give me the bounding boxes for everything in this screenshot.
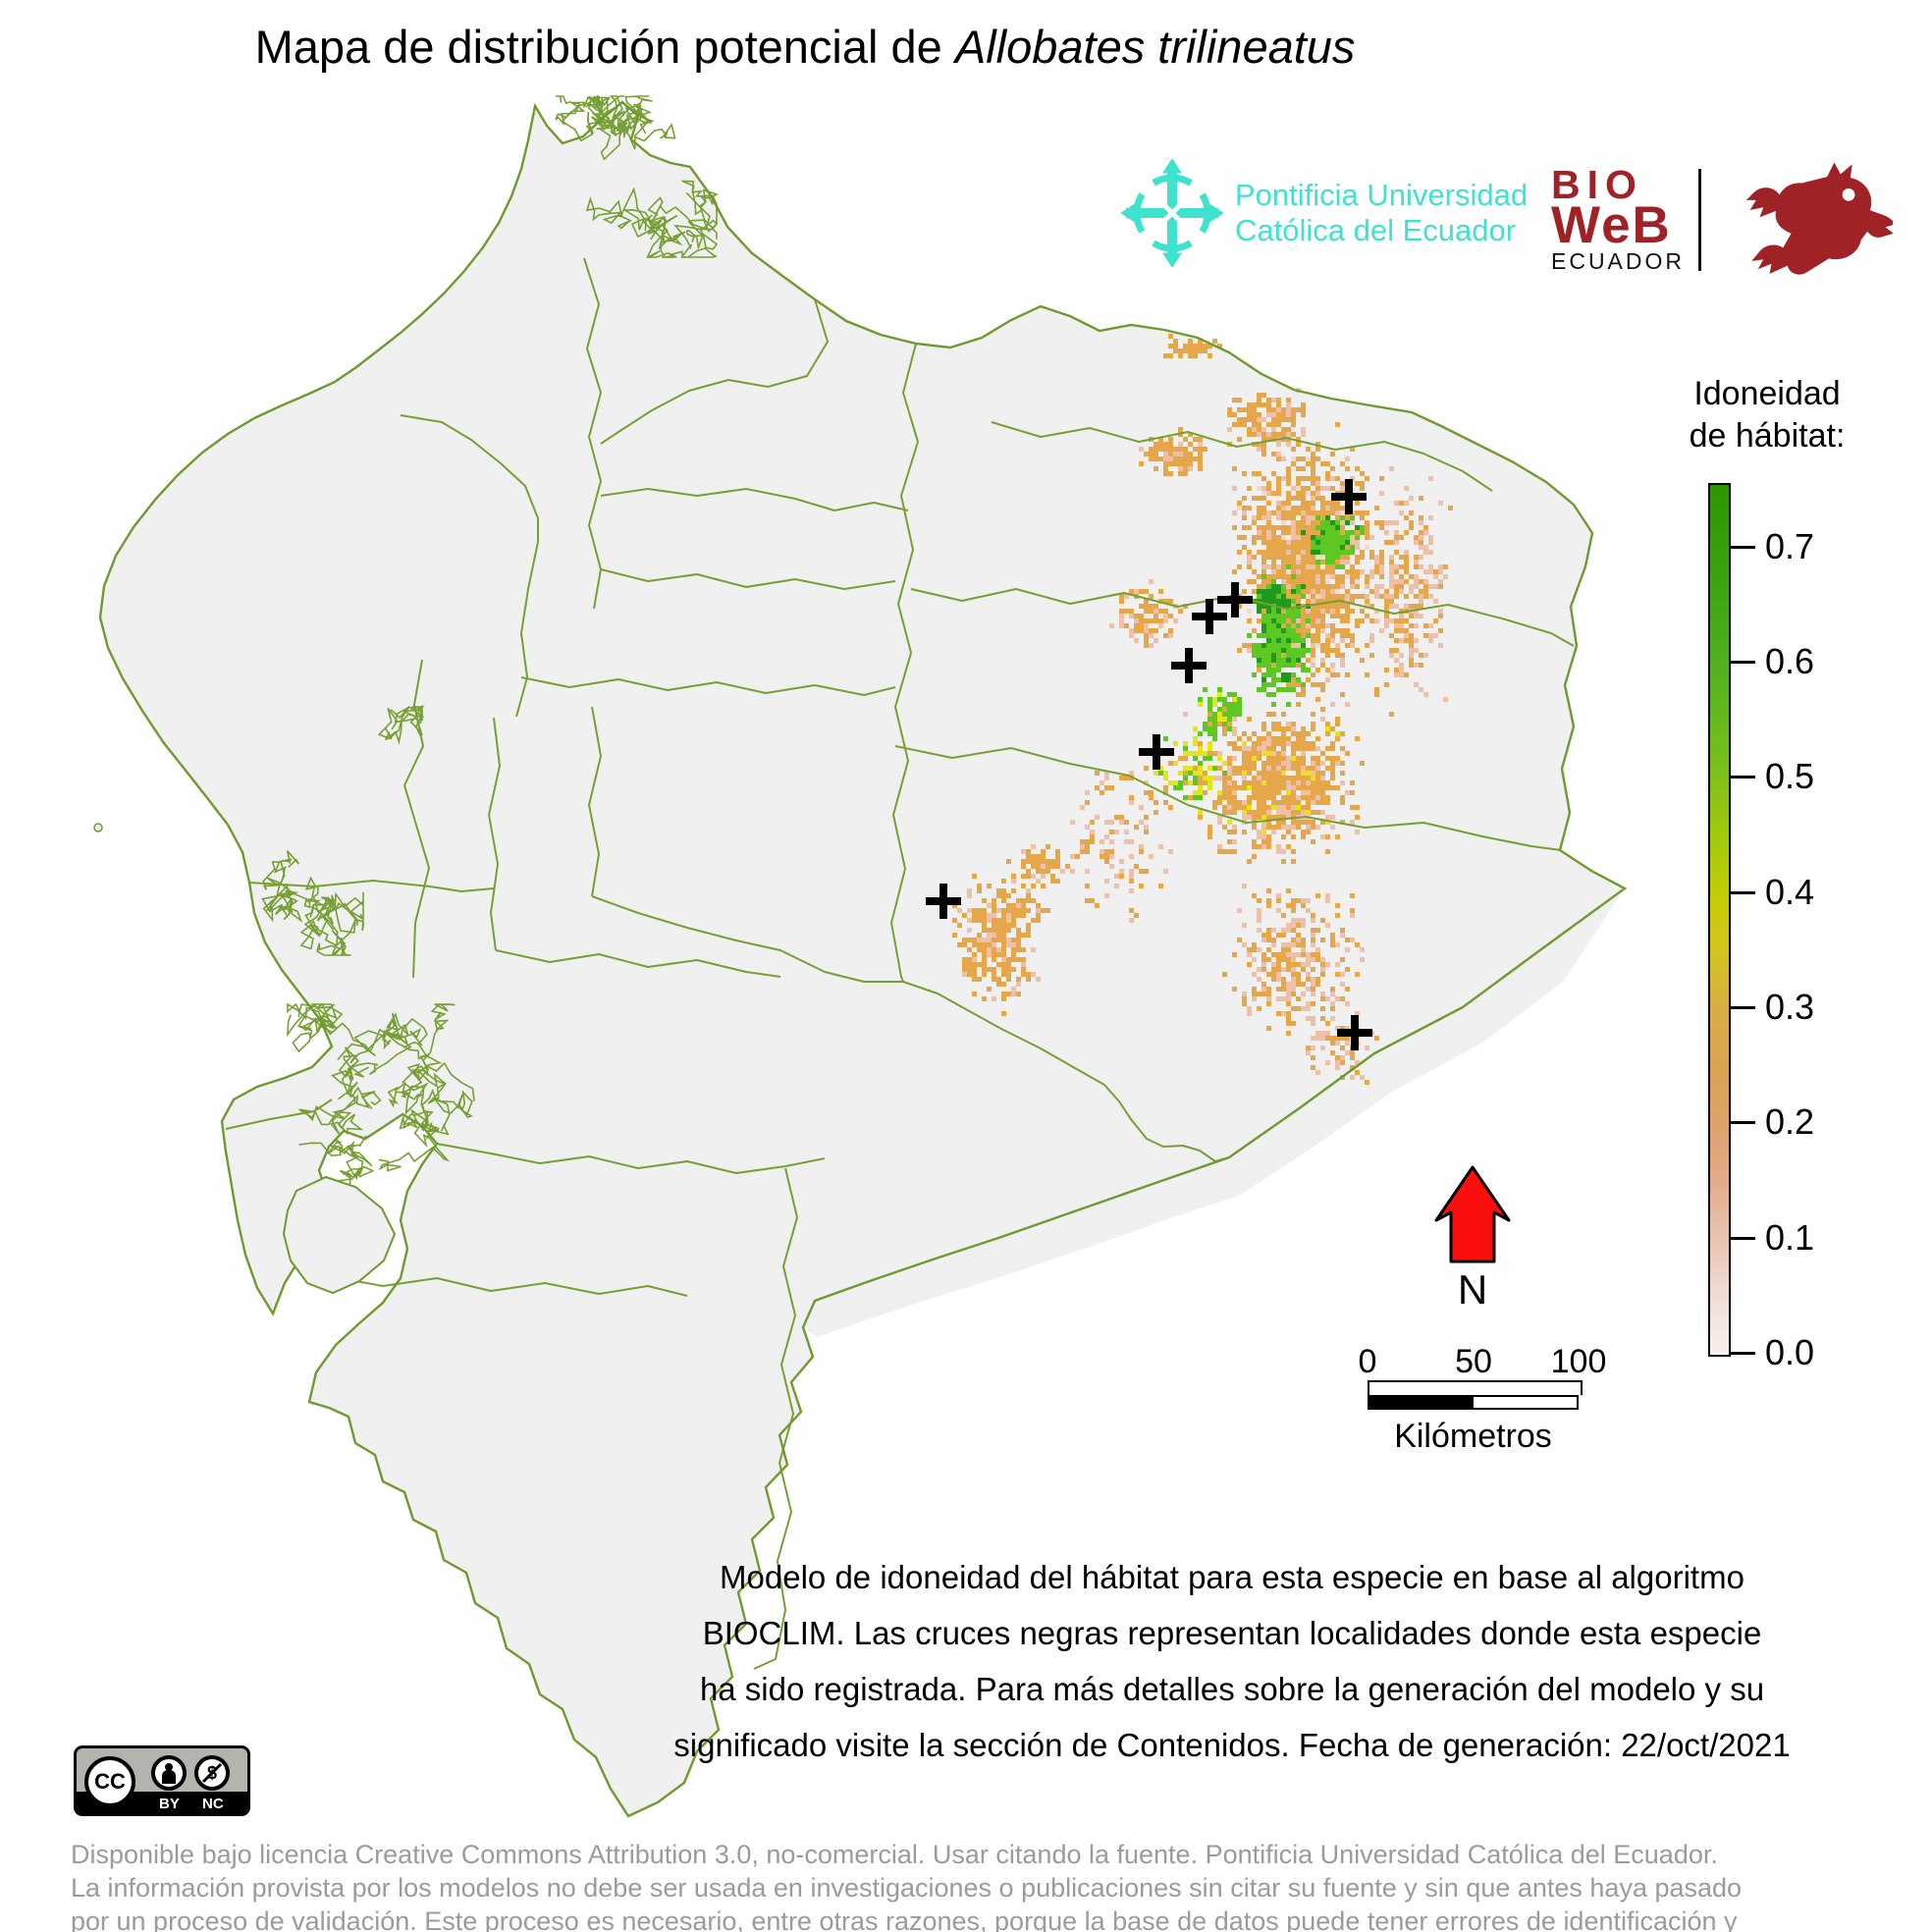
country-shape bbox=[93, 102, 1625, 1816]
north-label: N bbox=[1457, 1266, 1488, 1313]
cc-by-label: BY bbox=[159, 1796, 180, 1812]
legend-tick-label: 0.1 bbox=[1765, 1216, 1815, 1258]
north-arrow-icon bbox=[1434, 1165, 1511, 1263]
map-caption: Modelo de idoneidad del hábitat para est… bbox=[569, 1549, 1895, 1773]
creative-commons-badge: CC $ BY NC bbox=[74, 1745, 250, 1816]
legend-tick-mark bbox=[1729, 1236, 1755, 1240]
legend-tick-mark bbox=[1729, 1352, 1755, 1355]
puce-compass-icon bbox=[1121, 159, 1223, 267]
legend-tick-label: 0.6 bbox=[1765, 640, 1815, 681]
cc-by-icon bbox=[151, 1755, 187, 1791]
legend-title: Idoneidad de hábitat: bbox=[1659, 373, 1875, 457]
cc-nc-icon: $ bbox=[194, 1755, 230, 1791]
footer-line-1: Disponible bajo licencia Creative Common… bbox=[71, 1840, 1718, 1869]
legend-tick-mark bbox=[1729, 776, 1755, 779]
legend-tick-label: 0.2 bbox=[1765, 1101, 1815, 1143]
scale-tick-100: 100 bbox=[1550, 1343, 1607, 1380]
legend-tick-mark bbox=[1729, 660, 1755, 664]
legend-tick-mark bbox=[1729, 1005, 1755, 1009]
scale-bar-filled-half bbox=[1369, 1397, 1474, 1408]
legend-title-line1: Idoneidad bbox=[1693, 375, 1841, 412]
caption-line-2: BIOCLIM. Las cruces negras representan l… bbox=[702, 1615, 1762, 1651]
bioweb-bio-text: BIO bbox=[1551, 162, 1643, 207]
scale-bar-bracket bbox=[1368, 1380, 1583, 1395]
legend-tick-mark bbox=[1729, 890, 1755, 894]
legend-tick-label: 0.7 bbox=[1765, 525, 1815, 566]
bioweb-ecuador-text: ECUADOR bbox=[1551, 248, 1686, 274]
bioweb-wordmark: BIO WeB ECUADOR bbox=[1551, 162, 1686, 275]
legend-tick-mark bbox=[1729, 545, 1755, 549]
puce-name: Pontificia Universidad Católica del Ecua… bbox=[1235, 178, 1528, 248]
license-footer: Disponible bajo licencia Creative Common… bbox=[71, 1838, 1932, 1932]
legend-tick-label: 0.4 bbox=[1765, 871, 1815, 912]
legend-tick-label: 0.5 bbox=[1765, 756, 1815, 797]
cc-nc-label: NC bbox=[202, 1796, 224, 1812]
caption-line-3: ha sido registrada. Para más detalles so… bbox=[699, 1671, 1765, 1707]
scale-bar-numbers: 0 50 100 bbox=[1343, 1343, 1607, 1380]
puce-name-line2: Católica del Ecuador bbox=[1235, 213, 1517, 247]
caption-line-4: significado visite la sección de Conteni… bbox=[673, 1727, 1791, 1763]
legend-tick-label: 0.3 bbox=[1765, 986, 1815, 1027]
footer-line-3: por un proceso de validación. Este proce… bbox=[71, 1906, 1738, 1932]
puna-island bbox=[282, 1175, 397, 1295]
legend-tick-label: 0.0 bbox=[1765, 1332, 1815, 1372]
country-border bbox=[98, 100, 1628, 1818]
scale-tick-0: 0 bbox=[1358, 1343, 1377, 1380]
footer-line-2: La información provista por los modelos … bbox=[71, 1873, 1743, 1903]
bioweb-web-text: WeB bbox=[1551, 196, 1672, 254]
title-text: Mapa de distribución potencial de bbox=[254, 21, 955, 73]
scale-bar-unit: Kilómetros bbox=[1394, 1418, 1552, 1455]
scale-bar-rule bbox=[1368, 1395, 1579, 1410]
scale-bar: 0 50 100 Kilómetros bbox=[1343, 1343, 1607, 1456]
province-boundaries bbox=[225, 257, 1575, 1670]
bioweb-logo: BIO WeB ECUADOR bbox=[1551, 157, 1894, 283]
occurrence-crosses bbox=[926, 479, 1372, 1050]
scale-tick-50: 50 bbox=[1455, 1343, 1492, 1380]
species-name: Allobates trilineatus bbox=[954, 21, 1356, 73]
page-title: Mapa de distribución potencial de Alloba… bbox=[0, 20, 1610, 74]
legend-tick-mark bbox=[1729, 1121, 1755, 1125]
frog-icon bbox=[1745, 162, 1894, 275]
cc-icon: CC bbox=[84, 1756, 135, 1807]
legend-title-line2: de hábitat: bbox=[1689, 417, 1846, 455]
legend-colorbar bbox=[1708, 483, 1731, 1357]
bioweb-divider bbox=[1698, 169, 1702, 271]
puce-logo: Pontificia Universidad Católica del Ecua… bbox=[1121, 159, 1528, 267]
puce-name-line1: Pontificia Universidad bbox=[1235, 178, 1529, 212]
caption-line-1: Modelo de idoneidad del hábitat para est… bbox=[720, 1559, 1744, 1595]
